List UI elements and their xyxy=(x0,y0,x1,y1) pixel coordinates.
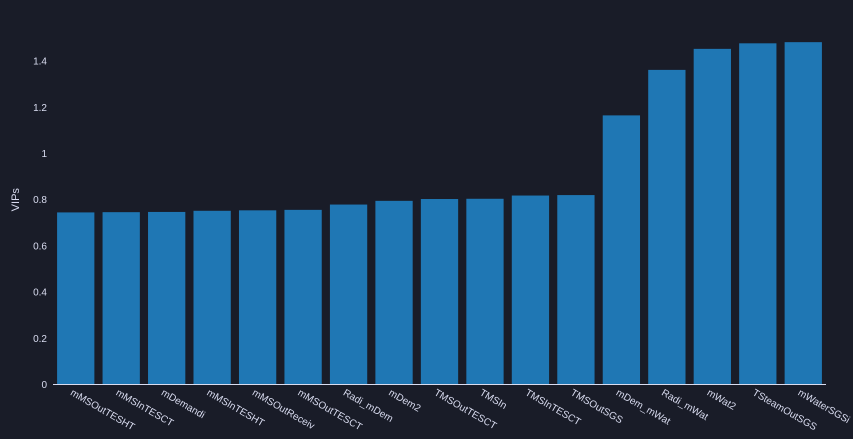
bar-mDem2[interactable] xyxy=(375,200,413,385)
y-tick-label: 0.8 xyxy=(33,195,47,206)
bar-mMSInTESCT[interactable] xyxy=(102,212,140,385)
x-tick-labels: mMSOutTESHTmMSInTESCTmDemandimMSInTESHTm… xyxy=(68,388,851,434)
y-tick-label: 0.4 xyxy=(33,288,47,299)
y-tick-label: 1.4 xyxy=(33,57,47,68)
x-tick-label-mDem2: mDem2 xyxy=(387,388,423,415)
bars-layer xyxy=(57,42,822,385)
y-tick-label: 0 xyxy=(41,380,47,391)
bar-mWaterSGSi[interactable] xyxy=(784,42,822,385)
bar-Radi_mDem[interactable] xyxy=(329,204,368,385)
bar-mWat2[interactable] xyxy=(693,48,731,385)
bar-Radi_mWat[interactable] xyxy=(648,69,686,385)
y-tick-label: 1.2 xyxy=(33,103,47,114)
y-tick-label: 0.2 xyxy=(33,334,47,345)
bar-mDem_mWat[interactable] xyxy=(602,115,641,385)
bar-TMSIn[interactable] xyxy=(466,198,504,385)
bar-mMSInTESHT[interactable] xyxy=(193,210,231,385)
bar-mMSOutTESCT[interactable] xyxy=(284,209,322,385)
y-tick-labels: 0 0.2 0.4 0.6 0.8 1 1.2 1.4 xyxy=(33,57,47,391)
bar-TMSInTESCT[interactable] xyxy=(511,195,550,385)
bar-TMSOutSGS[interactable] xyxy=(557,195,595,385)
x-tick-label-TMSIn: TMSIn xyxy=(477,388,508,412)
bar-TMSOutTESCT[interactable] xyxy=(420,199,459,385)
bar-mMSOutReceiv[interactable] xyxy=(238,210,277,385)
y-tick-label: 1 xyxy=(41,149,47,160)
bar-TSteamOutSGS[interactable] xyxy=(739,43,777,385)
x-tick-label-mWat2: mWat2 xyxy=(705,388,738,413)
bar-mDemandi[interactable] xyxy=(148,211,186,385)
y-tick-label: 0.6 xyxy=(33,241,47,252)
y-axis-title: VIPs xyxy=(10,188,22,212)
bar-mMSOutTESHT[interactable] xyxy=(57,212,95,385)
